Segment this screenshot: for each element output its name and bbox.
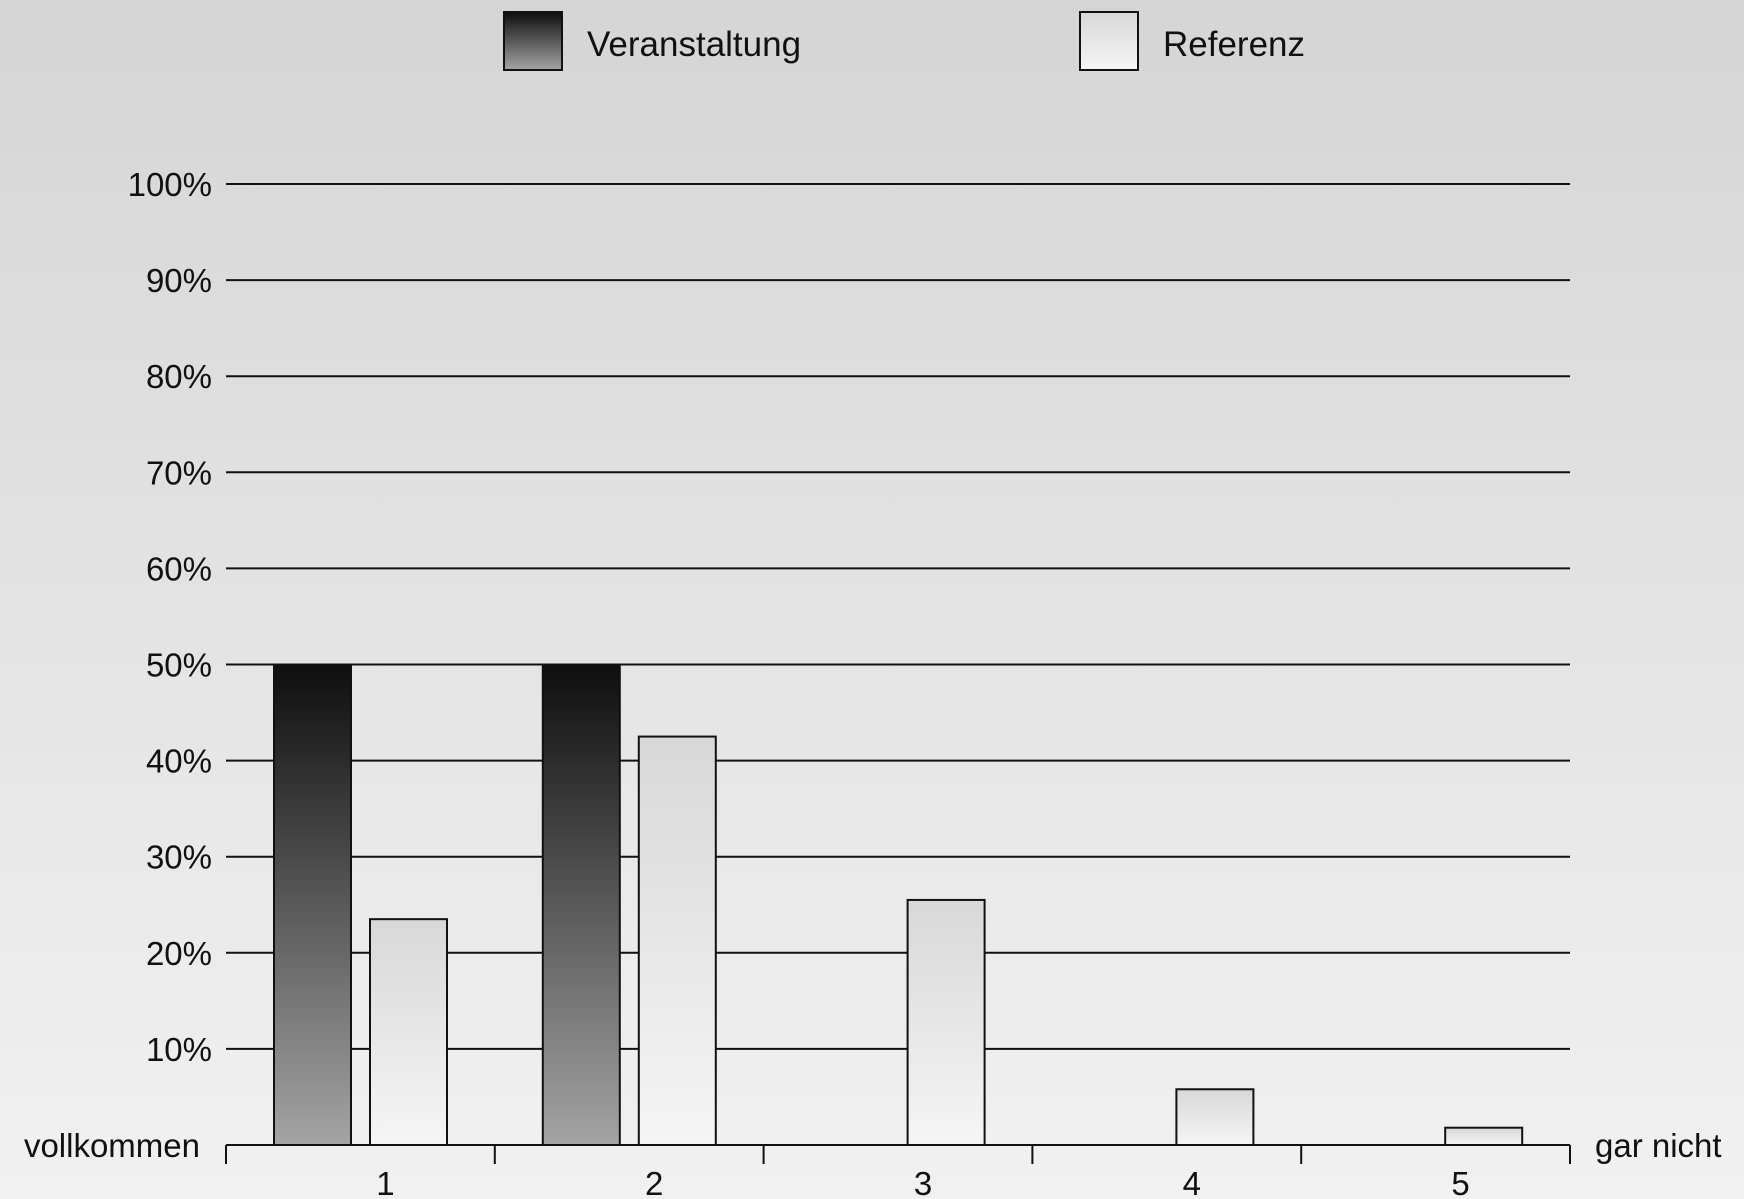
x-tick-label: 3 xyxy=(914,1165,932,1199)
bar-veranstaltung-2 xyxy=(541,663,621,1146)
bar-referenz-5 xyxy=(1444,1126,1524,1147)
x-left-label: vollkommen xyxy=(24,1127,200,1164)
y-tick-label: 10% xyxy=(146,1031,212,1068)
legend-label-veranstaltung: Veranstaltung xyxy=(587,25,801,64)
y-tick-label: 50% xyxy=(146,647,212,684)
x-tick-label: 4 xyxy=(1183,1165,1201,1199)
bar-referenz-3 xyxy=(906,898,986,1146)
x-axis xyxy=(225,1144,1571,1164)
axis-labels: 10% 20% 30% 40% 50% 60% 70% 80% 90% 100% 1 2 3 4 5 voll… xyxy=(24,166,1722,1199)
gridlines xyxy=(226,183,1570,1050)
x-tick-label: 2 xyxy=(645,1165,663,1199)
y-tick-label: 80% xyxy=(146,358,212,395)
bar-veranstaltung-1 xyxy=(273,663,352,1146)
legend-label-referenz: Referenz xyxy=(1163,25,1305,64)
y-tick-label: 60% xyxy=(146,550,212,587)
y-tick-label: 70% xyxy=(146,454,212,491)
bar-referenz-2 xyxy=(637,735,717,1146)
bars xyxy=(273,663,1524,1147)
y-tick-label: 30% xyxy=(146,839,212,876)
legend: Veranstaltung Referenz xyxy=(503,11,1305,71)
legend-swatch-referenz xyxy=(1079,11,1139,71)
bar-referenz-4 xyxy=(1175,1088,1255,1146)
y-tick-label: 90% xyxy=(146,262,212,299)
x-right-label: gar nicht xyxy=(1595,1127,1722,1164)
y-tick-label: 40% xyxy=(146,743,212,780)
bar-referenz-1 xyxy=(369,918,448,1146)
y-tick-label: 100% xyxy=(128,166,212,203)
x-tick-label: 1 xyxy=(376,1165,394,1199)
y-tick-label: 20% xyxy=(146,935,212,972)
x-tick-label: 5 xyxy=(1451,1165,1469,1199)
legend-swatch-veranstaltung xyxy=(503,11,563,71)
